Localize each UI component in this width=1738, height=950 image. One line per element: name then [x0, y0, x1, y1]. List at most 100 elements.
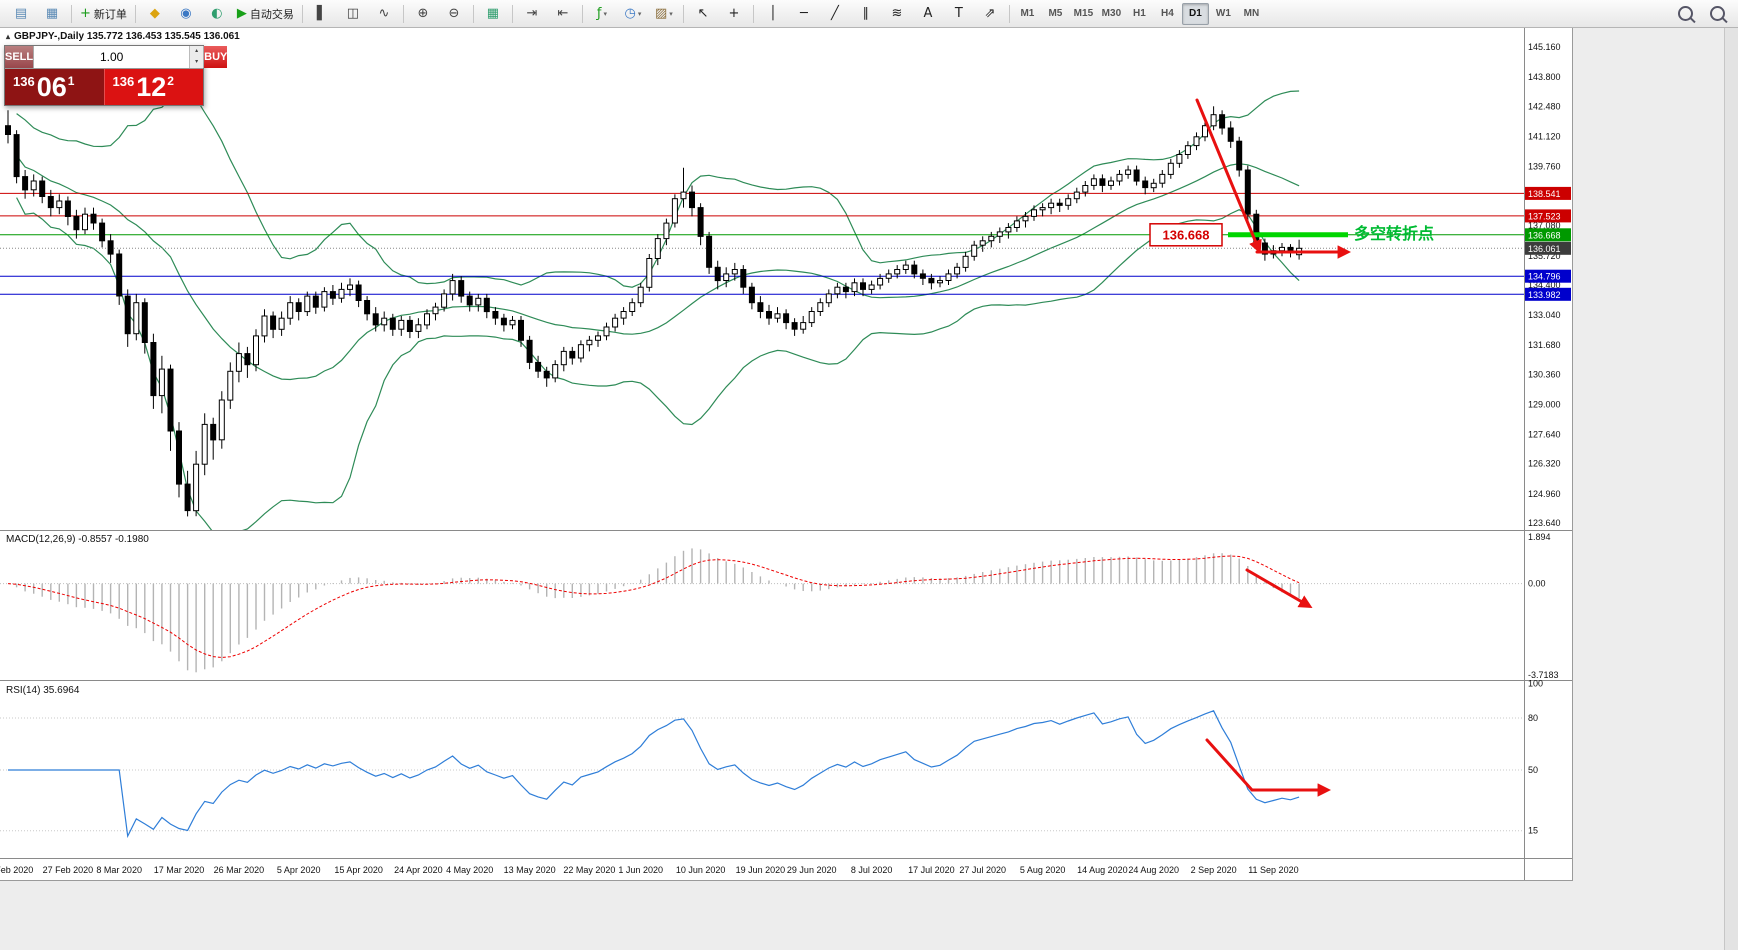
svg-text:17 Mar 2020: 17 Mar 2020: [154, 865, 205, 875]
timeframe-h1-button[interactable]: H1: [1133, 8, 1146, 19]
chart-search-icon-glyph: [1709, 6, 1725, 21]
indicators-icon-dropdown[interactable]: ▾: [603, 10, 607, 18]
line-chart-icon[interactable]: ∿: [369, 2, 399, 26]
svg-text:29 Jun 2020: 29 Jun 2020: [787, 865, 837, 875]
profiles-icon[interactable]: ▦: [37, 2, 67, 26]
arrow-objects-icon-glyph: ⇗: [984, 6, 996, 21]
auto-scroll-icon-glyph: ⇥: [526, 6, 538, 21]
data-window-icon[interactable]: ◉: [171, 2, 201, 26]
chart-collapse-icon[interactable]: ▴: [6, 32, 11, 41]
volume-increase-button[interactable]: ▴: [190, 46, 204, 57]
svg-text:50: 50: [1528, 765, 1538, 775]
horizontal-line-icon-glyph: ─: [799, 6, 808, 21]
label-icon-glyph: T: [954, 6, 963, 21]
text-icon-glyph: A: [923, 6, 933, 21]
navigator-icon[interactable]: ◐: [202, 2, 232, 26]
pivot-annotation-text: 多空转折点: [1354, 224, 1434, 243]
timeframe-mn-button[interactable]: MN: [1243, 8, 1260, 19]
periods-icon[interactable]: ◷ ▾: [618, 2, 648, 26]
svg-text:126.320: 126.320: [1528, 459, 1561, 469]
svg-text:15: 15: [1528, 826, 1538, 836]
volume-decrease-button[interactable]: ▾: [190, 57, 204, 68]
sell-price-display[interactable]: 136 06 1: [5, 69, 104, 105]
toolbar-separator: [71, 4, 72, 23]
svg-text:14 Aug 2020: 14 Aug 2020: [1077, 865, 1128, 875]
toolbar-separator: [581, 4, 583, 23]
zoom-out-icon[interactable]: ⊖: [439, 2, 469, 26]
label-icon[interactable]: T: [944, 2, 974, 26]
indicators-icon[interactable]: ƒ ▾: [587, 2, 617, 26]
svg-text:0.00: 0.00: [1528, 579, 1546, 589]
svg-text:4 May 2020: 4 May 2020: [446, 865, 493, 875]
ohlc-bars-icon[interactable]: ▌: [307, 2, 337, 26]
timeframe-m30-button[interactable]: M30: [1101, 8, 1122, 19]
main-trend-arrow: [1195, 98, 1262, 254]
main-toolbar: ▤ ▦ + 新订单 ◆ ◉ ◐ ▶ 自动交易 ▌ ◫ ∿ ⊕ ⊖ ▦ ⇥ ⇤ ƒ ▾ ◷ ▾ ▨ ▾ ↖ + │ ─ ╱ ∥ ≋ A T ⇗ M1…: [0, 0, 1738, 28]
svg-text:13 May 2020: 13 May 2020: [504, 865, 556, 875]
svg-text:22 May 2020: 22 May 2020: [563, 865, 615, 875]
autotrading-button-glyph: ▶: [236, 6, 247, 21]
sell-button[interactable]: SELL: [5, 46, 34, 68]
svg-text:130.360: 130.360: [1528, 369, 1561, 379]
candlestick-icon[interactable]: ◫: [338, 2, 368, 26]
line-chart-icon-glyph: ∿: [378, 6, 390, 21]
timeframe-w1-button[interactable]: W1: [1215, 8, 1231, 19]
periods-icon-dropdown[interactable]: ▾: [637, 10, 642, 18]
cursor-icon[interactable]: ↖: [688, 2, 718, 26]
crosshair-icon-glyph: +: [728, 6, 740, 21]
horizontal-line-icon[interactable]: ─: [789, 2, 819, 26]
price-tags: 138.541 137.523 136.668 136.061 134.796 133.9…: [1525, 186, 1571, 301]
new-order-button-glyph: +: [80, 6, 91, 21]
channel-icon[interactable]: ∥: [851, 2, 881, 26]
templates-icon[interactable]: ▨ ▾: [649, 2, 679, 26]
buy-price-display[interactable]: 136 12 2: [103, 69, 203, 105]
svg-text:137.523: 137.523: [1528, 211, 1561, 221]
svg-text:11 Sep 2020: 11 Sep 2020: [1248, 865, 1298, 875]
templates-icon-glyph: ▨: [655, 6, 668, 21]
price-chart-canvas[interactable]: 145.160143.800142.480141.120139.760138.4…: [0, 28, 1572, 880]
timeframe-m15-button[interactable]: M15: [1073, 8, 1094, 19]
timeframe-d1-button[interactable]: D1: [1181, 2, 1209, 25]
rsi-direction-arrow: [1205, 738, 1332, 797]
candles-layer: [5, 106, 1303, 517]
sell-price-whole: 136: [13, 74, 35, 89]
text-icon[interactable]: A: [913, 2, 943, 26]
price-callout-text: 136.668: [1163, 227, 1210, 242]
candlestick-icon-glyph: ◫: [346, 6, 360, 21]
templates-icon-dropdown[interactable]: ▾: [669, 10, 673, 18]
zoom-in-icon[interactable]: ⊕: [408, 2, 438, 26]
new-order-button[interactable]: + 新订单: [76, 2, 131, 26]
buy-button-label: BUY: [204, 51, 228, 63]
symbol-search-icon[interactable]: [1670, 2, 1700, 26]
symbol-search-icon-glyph: [1677, 6, 1693, 21]
svg-text:138.541: 138.541: [1528, 189, 1561, 199]
auto-scroll-icon[interactable]: ⇥: [517, 2, 547, 26]
rsi-indicator-label: RSI(14) 35.6964: [6, 685, 80, 696]
timeframe-m5-button[interactable]: M5: [1048, 8, 1063, 19]
tile-windows-icon[interactable]: ▦: [478, 2, 508, 26]
chart-symbol-info: ▴ GBPJPY-,Daily 135.772 136.453 135.545 1…: [6, 31, 240, 42]
svg-text:27 Jul 2020: 27 Jul 2020: [959, 865, 1006, 875]
svg-text:127.640: 127.640: [1528, 430, 1561, 440]
volume-input[interactable]: [34, 46, 190, 68]
buy-button[interactable]: BUY: [204, 46, 228, 68]
toolbar-separator: [134, 4, 136, 23]
navigator-icon-glyph: ◐: [211, 6, 223, 21]
svg-text:5 Aug 2020: 5 Aug 2020: [1020, 865, 1066, 875]
trendline-icon[interactable]: ╱: [820, 2, 850, 26]
toolbar-separator: [472, 4, 474, 23]
market-watch-icon[interactable]: ◆: [140, 2, 170, 26]
svg-text:134.400: 134.400: [1528, 280, 1561, 290]
chart-search-icon[interactable]: [1702, 2, 1732, 26]
autotrading-button[interactable]: ▶ 自动交易: [233, 2, 298, 26]
timeframe-m1-button[interactable]: M1: [1020, 8, 1035, 19]
fibonacci-icon[interactable]: ≋: [882, 2, 912, 26]
crosshair-icon[interactable]: +: [719, 2, 749, 26]
new-chart-icon[interactable]: ▤: [6, 2, 36, 26]
arrow-objects-icon[interactable]: ⇗: [975, 2, 1005, 26]
svg-text:8 Mar 2020: 8 Mar 2020: [96, 865, 142, 875]
market-watch-icon-glyph: ◆: [149, 6, 160, 21]
vertical-line-icon[interactable]: │: [758, 2, 788, 26]
timeframe-h4-button[interactable]: H4: [1161, 8, 1174, 19]
chart-shift-icon[interactable]: ⇤: [548, 2, 578, 26]
